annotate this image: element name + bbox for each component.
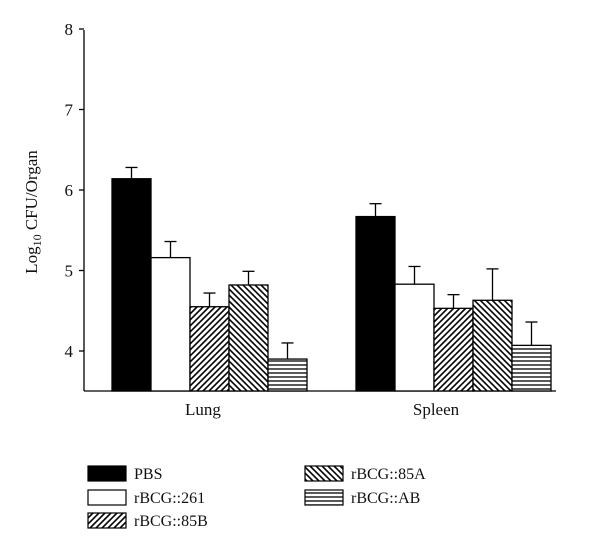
x-category-label: Spleen bbox=[413, 400, 460, 419]
bar bbox=[150, 256, 191, 392]
y-tick-label: 5 bbox=[65, 262, 74, 281]
legend-swatch bbox=[87, 512, 127, 529]
legend-swatch bbox=[87, 489, 127, 506]
legend-swatch bbox=[304, 489, 344, 506]
legend-label: rBCG::85B bbox=[134, 513, 208, 530]
y-axis-title-main: Log bbox=[22, 246, 41, 274]
bar bbox=[472, 299, 513, 392]
bar bbox=[355, 215, 396, 392]
bar bbox=[433, 307, 474, 392]
bar bbox=[228, 284, 269, 392]
y-tick-label: 8 bbox=[65, 20, 74, 39]
y-tick-label: 4 bbox=[65, 342, 74, 361]
bar bbox=[189, 306, 230, 392]
bar bbox=[511, 344, 552, 392]
bar bbox=[394, 283, 435, 392]
y-axis-title: Log10 CFU/Organ bbox=[22, 150, 44, 274]
x-axis: Lung Spleen bbox=[84, 390, 556, 419]
x-category-label: Lung bbox=[185, 400, 221, 419]
legend-label: rBCG::AB bbox=[351, 490, 420, 507]
bar bbox=[111, 178, 152, 392]
y-axis-title-rest: CFU/Organ bbox=[22, 150, 41, 235]
y-axis-title-subscript: 10 bbox=[30, 234, 44, 246]
legend-swatch bbox=[87, 465, 127, 482]
y-tick-label: 7 bbox=[65, 101, 74, 120]
legend-label: rBCG::85A bbox=[351, 466, 426, 483]
legend-swatch bbox=[304, 465, 344, 482]
bar bbox=[267, 358, 308, 392]
bar-series bbox=[111, 166, 552, 392]
y-tick-label: 6 bbox=[65, 181, 74, 200]
legend-label: rBCG::261 bbox=[134, 490, 205, 507]
y-axis: 4 5 6 7 8 bbox=[65, 20, 85, 391]
legend-label: PBS bbox=[134, 466, 162, 483]
